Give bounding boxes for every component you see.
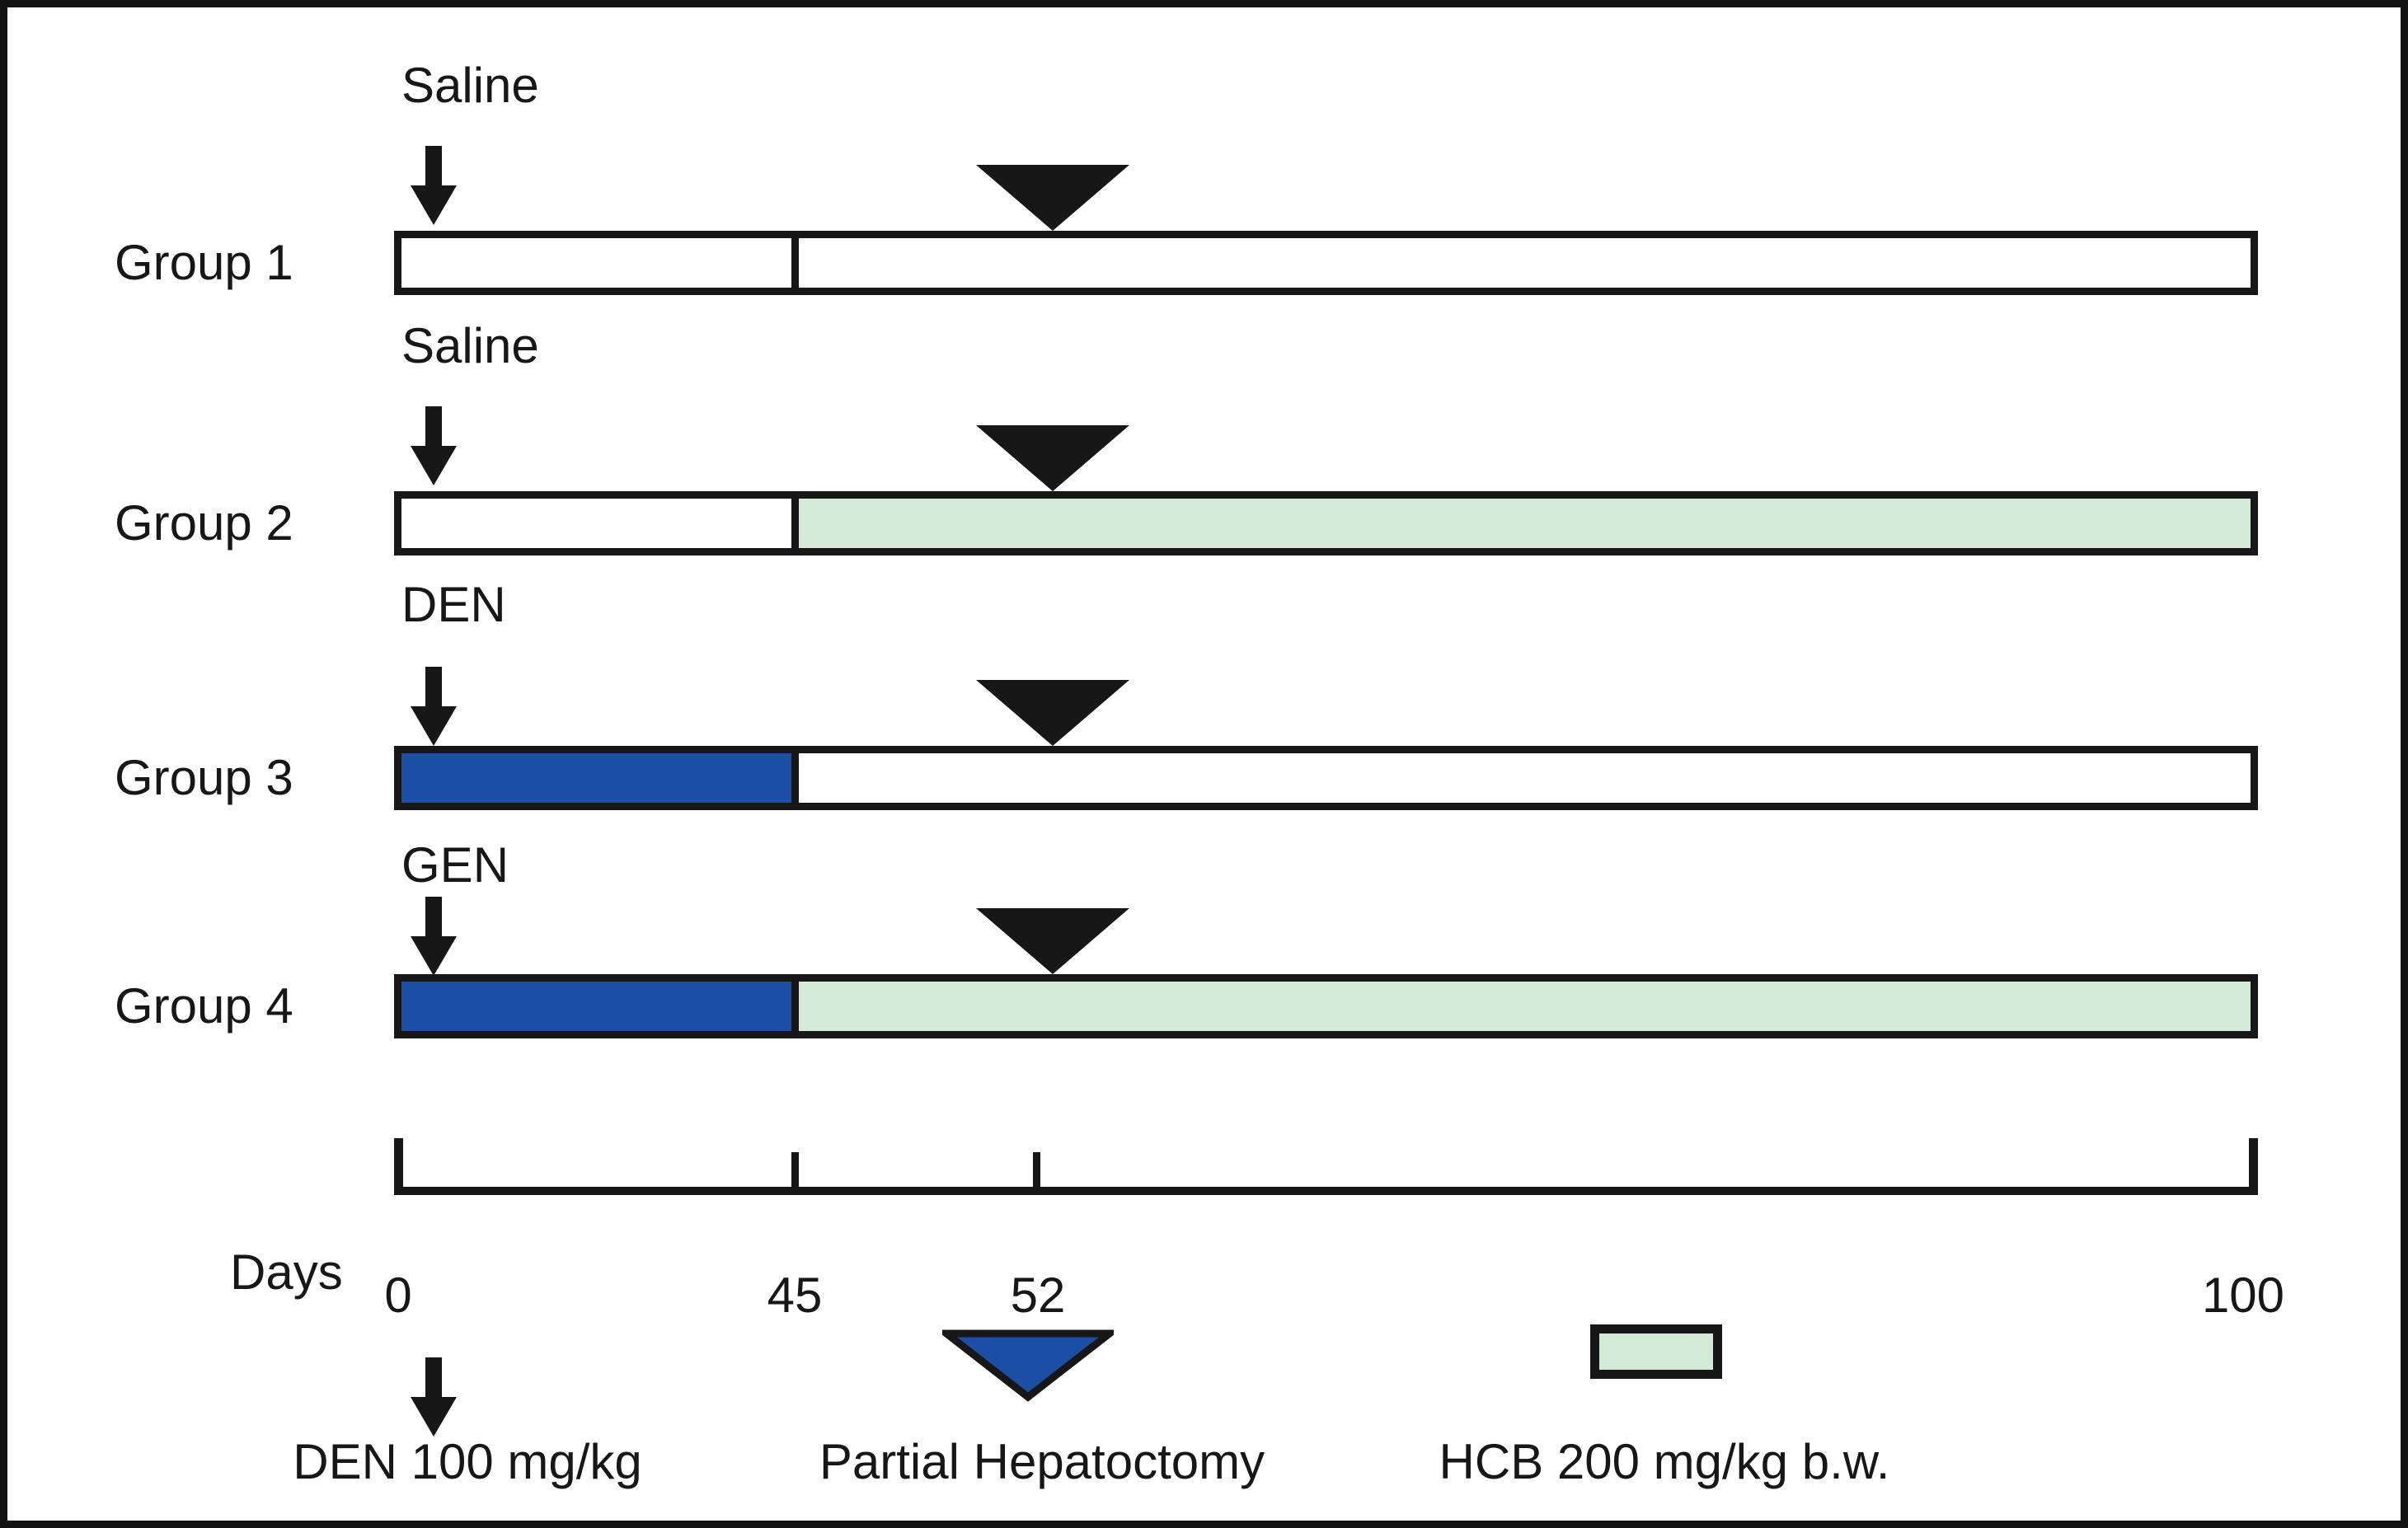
tick-label-52: 52 [1010,1268,1066,1323]
group-3-label: Group 3 [115,750,293,805]
legend-hcb-label: HCB 200 mg/kg b.w. [1439,1434,1890,1489]
axis-end-tick-day-100 [2249,1138,2258,1195]
axis-title-days: Days [230,1244,343,1300]
injection-label-group-4: GEN [401,837,509,893]
axis-end-tick-day-0 [394,1138,403,1195]
injection-arrow-icon [411,897,457,976]
group-4-phase-0-45 [401,982,800,1031]
tick-label-0: 0 [384,1268,412,1323]
legend-hcb-swatch-icon [1590,1324,1722,1379]
axis-tick-day-52 [1033,1152,1040,1195]
injection-label-group-3: DEN [401,577,506,632]
legend-den-arrow-icon [411,1357,457,1437]
group-4-timeline-bar [394,974,2258,1038]
legend-hepatectomy-triangle-icon [942,1329,1114,1402]
axis-tick-day-45 [791,1152,799,1195]
legend-den-label: DEN 100 mg/kg [293,1434,642,1489]
injection-arrow-icon [411,667,457,746]
injection-label-group-1: Saline [401,58,539,113]
group-2-label: Group 2 [115,495,293,551]
group-2-timeline-bar [394,491,2258,555]
tick-label-45: 45 [767,1268,823,1323]
group-1-label: Group 1 [115,235,293,290]
hepatectomy-triangle-icon [976,425,1129,491]
legend-hepatectomy-label: Partial Hepatoctomy [819,1434,1265,1489]
group-1-phase-45-100 [799,238,2251,288]
injection-arrow-icon [411,406,457,485]
group-2-phase-0-45 [401,499,800,548]
group-3-phase-0-45 [401,753,800,803]
injection-arrow-icon [411,146,457,225]
group-3-timeline-bar [394,746,2258,810]
group-2-phase-45-100 [799,499,2251,548]
hepatectomy-triangle-icon [976,908,1129,974]
group-4-label: Group 4 [115,978,293,1034]
group-3-phase-45-100 [799,753,2251,803]
group-1-phase-0-45 [401,238,800,288]
tick-label-100: 100 [2201,1268,2285,1323]
injection-label-group-2: Saline [401,318,539,373]
day-axis-line [394,1187,2258,1195]
group-1-timeline-bar [394,231,2258,295]
hepatectomy-triangle-icon [976,680,1129,746]
group-4-phase-45-100 [799,982,2251,1031]
hepatectomy-triangle-icon [976,165,1129,231]
